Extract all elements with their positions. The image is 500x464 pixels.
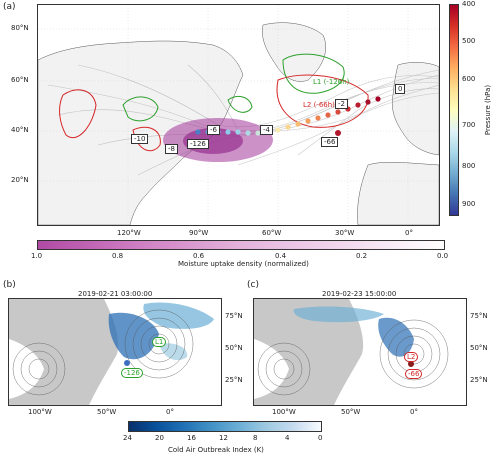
- moisture-tick-1: 1.0: [31, 252, 43, 260]
- b-lat-75: 75°N: [225, 312, 243, 320]
- b-low-label: L1: [152, 337, 167, 347]
- l2-center-marker: [335, 130, 341, 136]
- panel-c-map-canvas: [254, 299, 466, 405]
- panel-a-map: 0 -2 -4 -6 -8 -10 -66 -126 L1 (-126h) L2…: [37, 4, 440, 226]
- moisture-tick-08: 0.8: [112, 252, 124, 260]
- c-lat-75: 75°N: [470, 312, 488, 320]
- traj-label-126: -126: [187, 139, 209, 149]
- traj-label-66: -66: [321, 137, 339, 147]
- traj-label-10: -10: [131, 134, 149, 144]
- panel-b-title: 2019-02-21 03:00:00: [78, 290, 153, 298]
- moisture-colorbar-label: Moisture uptake density (normalized): [178, 260, 309, 268]
- traj-label-8: -8: [165, 144, 178, 154]
- l1-label: L1 (-126h): [313, 78, 350, 86]
- panel-c-title: 2019-02-23 15:00:00: [322, 290, 397, 298]
- b-lon-0: 0°: [166, 408, 174, 416]
- moisture-tick-06: 0.6: [193, 252, 205, 260]
- caoi-tick-24: 24: [123, 434, 132, 442]
- pressure-tick-900: 900: [462, 200, 476, 208]
- panel-b-letter: (b): [3, 280, 16, 290]
- moisture-tick-0: 0.0: [437, 252, 449, 260]
- traj-label-0: 0: [395, 84, 406, 94]
- traj-label-6: -6: [207, 125, 220, 135]
- panel-a-map-canvas: [38, 5, 439, 225]
- l2-contour: [276, 74, 369, 128]
- l1-contour: [282, 53, 345, 94]
- c-lat-50: 50°N: [470, 344, 488, 352]
- moisture-tick-02: 0.2: [356, 252, 368, 260]
- a-lon-90w: 90°W: [189, 229, 209, 237]
- c-cao-region: [378, 317, 414, 357]
- pressure-tick-800: 800: [462, 162, 476, 170]
- panel-b-map: L1 -126: [8, 298, 222, 406]
- panel-c-map: L2 -66: [253, 298, 467, 406]
- c-lon-100w: 100°W: [272, 408, 296, 416]
- a-lon-60w: 60°W: [262, 229, 282, 237]
- a-lon-0: 0°: [405, 229, 413, 237]
- b-lat-50: 50°N: [225, 344, 243, 352]
- a-lat-80: 80°N: [11, 24, 29, 32]
- pressure-tick-400: 400: [462, 0, 476, 8]
- moisture-tick-04: 0.4: [275, 252, 287, 260]
- panel-c-letter: (c): [247, 280, 259, 290]
- caoi-tick-16: 16: [187, 434, 196, 442]
- caoi-tick-20: 20: [155, 434, 164, 442]
- b-marker: [124, 360, 130, 366]
- c-lon-50w: 50°W: [341, 408, 361, 416]
- caoi-tick-0: 0: [318, 434, 323, 442]
- caoi-tick-12: 12: [219, 434, 228, 442]
- traj-label-2: -2: [335, 99, 348, 109]
- c-lon-0: 0°: [410, 408, 418, 416]
- north-america-land: [38, 40, 244, 225]
- greenland-land: [262, 22, 326, 82]
- c-marker-label: -66: [405, 369, 423, 379]
- moisture-colorbar: [37, 240, 445, 250]
- caoi-tick-8: 8: [253, 434, 258, 442]
- traj-label-4: -4: [260, 125, 273, 135]
- b-lon-50w: 50°W: [97, 408, 117, 416]
- a-lat-40: 40°N: [11, 126, 29, 134]
- c-marker: [408, 361, 414, 367]
- a-lat-60: 60°N: [11, 76, 29, 84]
- panel-b-map-canvas: [9, 299, 221, 405]
- c-lat-25: 25°N: [470, 376, 488, 384]
- b-cao-region: [108, 312, 159, 360]
- caoi-colorbar: [128, 421, 322, 432]
- caoi-colorbar-label: Cold Air Outbreak Index (K): [168, 446, 264, 454]
- b-ocean-pacific: [9, 339, 44, 399]
- l2-label: L2 (-66h): [303, 101, 335, 109]
- africa-land: [357, 162, 439, 225]
- pressure-tick-600: 600: [462, 75, 476, 83]
- b-lon-100w: 100°W: [28, 408, 52, 416]
- c-ocean-pacific: [254, 339, 289, 399]
- pressure-colorbar-label: Pressure (hPa): [484, 84, 492, 136]
- a-lon-120w: 120°W: [117, 229, 141, 237]
- panel-a-letter: (a): [3, 2, 16, 12]
- pressure-tick-500: 500: [462, 37, 476, 45]
- b-lat-25: 25°N: [225, 376, 243, 384]
- pressure-colorbar: [449, 4, 459, 216]
- caoi-tick-4: 4: [285, 434, 290, 442]
- b-marker-label: -126: [121, 368, 143, 378]
- c-low-label: L2: [404, 352, 419, 362]
- a-lon-30w: 30°W: [335, 229, 355, 237]
- a-lat-20: 20°N: [11, 176, 29, 184]
- pressure-tick-700: 700: [462, 121, 476, 129]
